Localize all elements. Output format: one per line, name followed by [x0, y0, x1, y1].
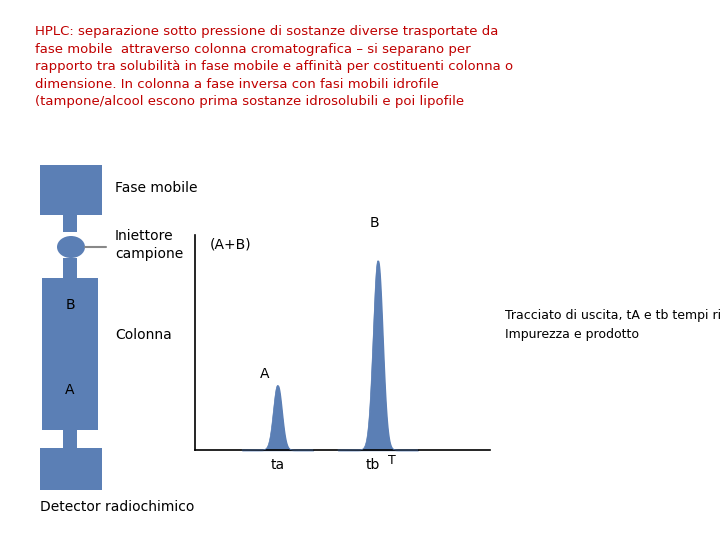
FancyBboxPatch shape: [40, 448, 102, 490]
Text: ta: ta: [271, 458, 284, 472]
Text: Tracciato di uscita, tA e tb tempi ritenzione
Impurezza e prodotto: Tracciato di uscita, tA e tb tempi riten…: [505, 309, 720, 341]
Text: B: B: [66, 298, 75, 312]
FancyBboxPatch shape: [63, 215, 77, 232]
Text: Colonna: Colonna: [115, 328, 172, 342]
FancyBboxPatch shape: [42, 278, 98, 430]
Text: A: A: [260, 367, 269, 381]
Text: tb: tb: [366, 458, 380, 472]
Text: A: A: [66, 383, 75, 397]
Text: Fase mobile: Fase mobile: [115, 181, 197, 195]
Text: Detector radiochimico: Detector radiochimico: [40, 500, 194, 514]
Text: B: B: [370, 216, 379, 230]
Text: (A+B): (A+B): [210, 238, 251, 252]
Ellipse shape: [57, 236, 85, 258]
Text: HPLC: separazione sotto pressione di sostanze diverse trasportate da
fase mobile: HPLC: separazione sotto pressione di sos…: [35, 25, 513, 108]
FancyBboxPatch shape: [63, 430, 77, 448]
Text: Iniettore
campione: Iniettore campione: [115, 230, 184, 261]
FancyBboxPatch shape: [63, 258, 77, 278]
FancyBboxPatch shape: [40, 165, 102, 215]
Text: T: T: [388, 454, 396, 467]
